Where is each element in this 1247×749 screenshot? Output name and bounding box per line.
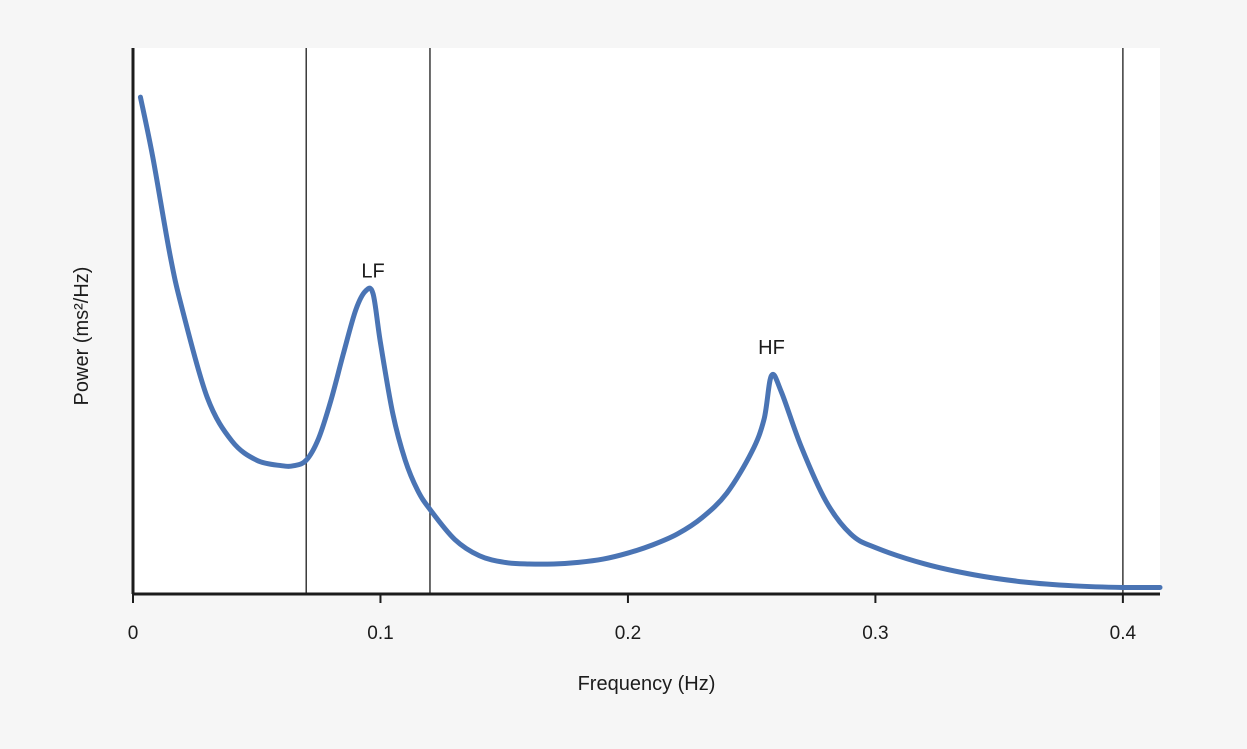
peak-label-lf: LF bbox=[361, 260, 384, 282]
axes bbox=[131, 48, 1160, 596]
plot-area bbox=[133, 48, 1160, 594]
annotations: LF HF bbox=[361, 260, 784, 358]
x-tick-label: 0.3 bbox=[862, 623, 888, 644]
y-axis-label: Power (ms²/Hz) bbox=[71, 267, 93, 406]
x-tick-label: 0.2 bbox=[615, 623, 641, 644]
peak-label-hf: HF bbox=[758, 337, 785, 359]
x-tick-label: 0.1 bbox=[367, 623, 393, 644]
x-ticks: 0 0.1 0.2 0.3 0.4 bbox=[128, 594, 1137, 644]
spectrum-line bbox=[137, 94, 1163, 591]
x-tick-label: 0 bbox=[128, 623, 139, 644]
x-axis-label: Frequency (Hz) bbox=[578, 673, 716, 695]
band-boundaries bbox=[305, 48, 1124, 594]
x-tick-label: 0.4 bbox=[1110, 623, 1137, 644]
